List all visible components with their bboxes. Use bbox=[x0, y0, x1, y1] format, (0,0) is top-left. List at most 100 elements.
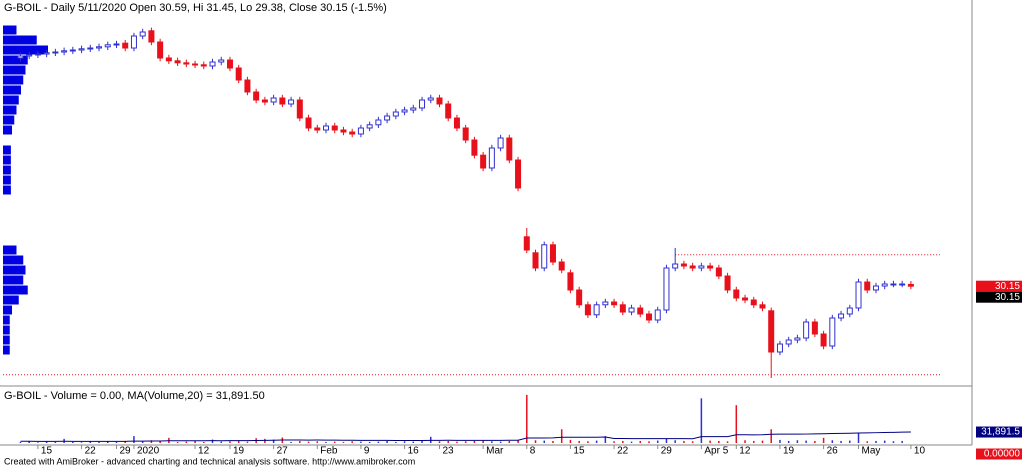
candle-body bbox=[17, 55, 24, 59]
candle-body bbox=[881, 283, 888, 287]
candle-body bbox=[864, 281, 871, 291]
volume-profile-bar bbox=[3, 155, 11, 165]
candle-body bbox=[87, 47, 94, 50]
candle-body bbox=[261, 99, 268, 103]
candle-body bbox=[715, 267, 722, 277]
last-value-label: 30.15 bbox=[995, 292, 1020, 303]
candle-body bbox=[689, 265, 696, 269]
x-tick-label: 9 bbox=[364, 446, 370, 457]
candle-body bbox=[523, 236, 530, 251]
candle-body bbox=[698, 265, 705, 269]
candle-body bbox=[375, 119, 382, 126]
candle-body bbox=[192, 63, 199, 66]
candle-body bbox=[366, 124, 373, 129]
x-tick-label: 10 bbox=[914, 446, 926, 457]
last-value-label: 31,891.5 bbox=[981, 427, 1020, 438]
volume-profile-bar bbox=[3, 185, 11, 195]
candle-body bbox=[890, 283, 897, 286]
candle-body bbox=[733, 289, 740, 299]
candle-body bbox=[357, 127, 364, 135]
candle-body bbox=[34, 53, 41, 56]
volume-profile-bar bbox=[3, 55, 28, 65]
candle-body bbox=[846, 307, 853, 315]
volume-profile-bar bbox=[3, 325, 10, 335]
candle-body bbox=[628, 307, 635, 313]
candle-body bbox=[43, 52, 50, 55]
candle-body bbox=[593, 304, 600, 316]
last-value-label: 0.00000 bbox=[984, 449, 1021, 460]
volume-profile-bar bbox=[3, 45, 48, 55]
x-tick-label: 19 bbox=[783, 446, 795, 457]
candle-body bbox=[331, 125, 338, 131]
volume-profile-bar bbox=[3, 315, 10, 325]
footer: Created with AmiBroker - advanced charti… bbox=[4, 456, 415, 466]
candle-body bbox=[838, 313, 845, 319]
x-tick-label: 12 bbox=[739, 446, 751, 457]
candle-body bbox=[104, 44, 111, 48]
ma-line bbox=[20, 431, 911, 442]
candle-body bbox=[707, 265, 714, 269]
candle-body bbox=[742, 297, 749, 301]
candle-body bbox=[174, 60, 181, 64]
candle-body bbox=[532, 252, 539, 269]
candle-body bbox=[453, 117, 460, 129]
x-tick-label: 15 bbox=[573, 446, 585, 457]
candle-body bbox=[392, 111, 399, 117]
candle-body bbox=[549, 244, 556, 263]
x-tick-label: 22 bbox=[617, 446, 629, 457]
candle-body bbox=[637, 307, 644, 315]
candle-body bbox=[427, 97, 434, 101]
candle-body bbox=[349, 131, 356, 135]
candle-body bbox=[200, 64, 207, 67]
volume-profile-bar bbox=[3, 75, 24, 85]
candle-body bbox=[462, 127, 469, 141]
candle-body bbox=[61, 50, 68, 53]
candle-body bbox=[602, 301, 609, 306]
candle-body bbox=[558, 261, 565, 271]
candle-body bbox=[541, 244, 548, 269]
candle-body bbox=[680, 263, 687, 267]
candle-body bbox=[253, 91, 260, 101]
x-tick-label: 19 bbox=[233, 446, 245, 457]
volume-profile-bar bbox=[3, 305, 12, 315]
candle-body bbox=[235, 67, 242, 81]
volume-title: G-BOIL - Volume = 0.00, MA(Volume,20) = … bbox=[4, 390, 265, 402]
volume-profile-bar bbox=[3, 115, 15, 125]
candle-body bbox=[96, 46, 103, 49]
candle-body bbox=[139, 31, 146, 37]
candle-body bbox=[872, 285, 879, 291]
candle-body bbox=[776, 343, 783, 353]
candle-body bbox=[497, 137, 504, 149]
candle-body bbox=[384, 115, 391, 121]
price-title: G-BOIL - Daily 5/11/2020 Open 30.59, Hi … bbox=[4, 2, 387, 14]
volume-profile-bar bbox=[3, 105, 17, 115]
candle-body bbox=[288, 99, 295, 105]
candle-body bbox=[148, 30, 155, 43]
last-value-box bbox=[976, 291, 1022, 303]
candle-body bbox=[323, 125, 329, 131]
candle-body bbox=[506, 137, 513, 161]
x-tick-label: 8 bbox=[530, 446, 536, 457]
candle-body bbox=[314, 127, 321, 131]
volume-profile-bar bbox=[3, 345, 10, 355]
candle-body bbox=[78, 48, 85, 51]
candle-body bbox=[611, 301, 618, 306]
x-tick-label: 26 bbox=[827, 446, 839, 457]
candle-body bbox=[654, 309, 661, 321]
last-value-box bbox=[976, 426, 1022, 438]
x-tick-label: 29 bbox=[661, 446, 673, 457]
last-value-box bbox=[976, 448, 1022, 460]
candle-body bbox=[218, 59, 225, 63]
candle-body bbox=[130, 35, 137, 49]
candle-body bbox=[401, 109, 408, 113]
last-value-box bbox=[976, 280, 1022, 292]
candle-body bbox=[226, 59, 233, 69]
volume-profile-bar bbox=[3, 335, 10, 345]
candle-body bbox=[820, 333, 827, 347]
candle-body bbox=[907, 283, 914, 287]
candle-body bbox=[69, 49, 76, 52]
candle-body bbox=[209, 61, 216, 67]
candle-body bbox=[724, 275, 731, 291]
candle-body bbox=[165, 57, 172, 62]
